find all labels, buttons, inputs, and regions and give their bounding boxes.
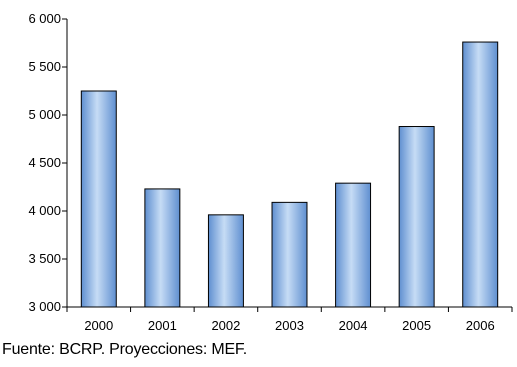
x-tick-label: 2000	[84, 318, 113, 333]
bar-2006	[462, 41, 499, 308]
bar-chart: 3 000 3 500 4 000 4 500 5 000 5 500 6 000 2000…	[28, 11, 513, 333]
y-tick-label: 4 500	[28, 155, 61, 170]
y-tick-label: 3 500	[28, 251, 61, 266]
x-tick-label: 2006	[466, 318, 495, 333]
x-tick-label: 2002	[211, 318, 240, 333]
y-tick-label: 3 000	[28, 299, 61, 314]
y-tick-label: 4 000	[28, 203, 61, 218]
y-axis: 3 000 3 500 4 000 4 500 5 000 5 500 6 000	[28, 11, 68, 314]
y-tick-label: 5 500	[28, 59, 61, 74]
bar-2005	[398, 126, 435, 308]
y-tick-label: 6 000	[28, 11, 61, 26]
x-tick-label: 2003	[275, 318, 304, 333]
bar-2001	[144, 188, 181, 308]
x-tick-label: 2001	[148, 318, 177, 333]
bar-2000	[80, 90, 117, 308]
bars	[80, 41, 499, 308]
bar-2004	[335, 182, 372, 308]
bar-2002	[207, 214, 244, 308]
x-tick-label: 2004	[339, 318, 368, 333]
x-axis: 2000 2001 2002 2003 2004 2005 2006	[66, 306, 513, 333]
bar-2003	[271, 201, 308, 308]
x-tick-label: 2005	[402, 318, 431, 333]
y-tick-label: 5 000	[28, 107, 61, 122]
source-note: Fuente: BCRP. Proyecciones: MEF.	[2, 341, 247, 358]
